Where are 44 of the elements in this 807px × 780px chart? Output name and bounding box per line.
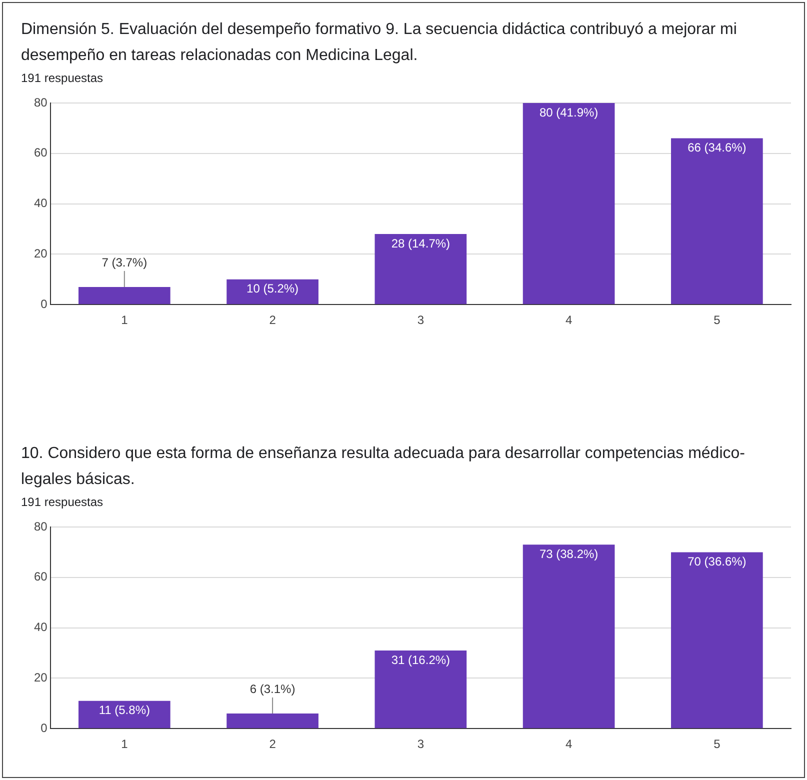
data-label: 7 (3.7%) bbox=[102, 255, 148, 270]
bar bbox=[522, 544, 615, 728]
bar bbox=[671, 138, 763, 304]
y-tick-label: 0 bbox=[40, 720, 48, 735]
bar bbox=[226, 279, 318, 304]
x-tick-label: 5 bbox=[714, 737, 721, 752]
x-tick-label: 2 bbox=[269, 737, 276, 752]
bar bbox=[226, 713, 318, 728]
data-label: 10 (5.2%) bbox=[246, 282, 299, 296]
y-tick-label: 80 bbox=[34, 95, 48, 110]
y-tick-label: 0 bbox=[40, 296, 48, 311]
x-tick-label: 2 bbox=[269, 313, 276, 328]
data-label: 11 (5.8%) bbox=[98, 703, 150, 718]
bar bbox=[78, 286, 170, 304]
bar bbox=[78, 700, 170, 728]
y-tick-label: 60 bbox=[34, 146, 48, 160]
chart-title: 10. Considero que esta forma de enseñanza resulta adecuada para desarrollar competencias médico-legales básicas. bbox=[21, 444, 746, 490]
x-tick-label: 3 bbox=[417, 737, 424, 752]
bar bbox=[374, 650, 467, 728]
y-tick-label: 40 bbox=[34, 196, 48, 210]
data-label: 80 (41.9%) bbox=[539, 105, 598, 120]
data-label: 6 (3.1%) bbox=[250, 682, 296, 696]
x-tick-label: 1 bbox=[121, 313, 128, 328]
y-tick-label: 20 bbox=[34, 246, 48, 261]
data-label: 70 (36.6%) bbox=[688, 554, 746, 569]
y-tick-label: 40 bbox=[34, 620, 48, 634]
y-tick-label: 20 bbox=[34, 670, 48, 685]
chart-subtitle: 191 respuestas bbox=[21, 71, 104, 85]
y-tick-label: 60 bbox=[34, 570, 48, 584]
x-tick-label: 1 bbox=[121, 737, 128, 752]
bar bbox=[522, 103, 615, 304]
data-label: 31 (16.2%) bbox=[391, 652, 450, 667]
x-tick-label: 3 bbox=[417, 313, 424, 328]
x-tick-label: 4 bbox=[565, 737, 572, 752]
data-label: 28 (14.7%) bbox=[391, 236, 450, 250]
data-label: 66 (34.6%) bbox=[688, 140, 746, 155]
x-tick-label: 4 bbox=[565, 313, 572, 328]
chart-title: Dimensión 5. Evaluación del desempeño formativo 9. La secuencia didáctica contribuyó a mejorar mi desempeño en tareas relacionadas con Medicina Legal. bbox=[21, 20, 738, 66]
chart-subtitle: 191 respuestas bbox=[21, 495, 104, 509]
bar bbox=[671, 552, 763, 728]
y-tick-label: 80 bbox=[34, 519, 48, 534]
bar bbox=[374, 234, 467, 304]
data-label: 73 (38.2%) bbox=[539, 546, 598, 561]
x-tick-label: 5 bbox=[714, 313, 721, 328]
